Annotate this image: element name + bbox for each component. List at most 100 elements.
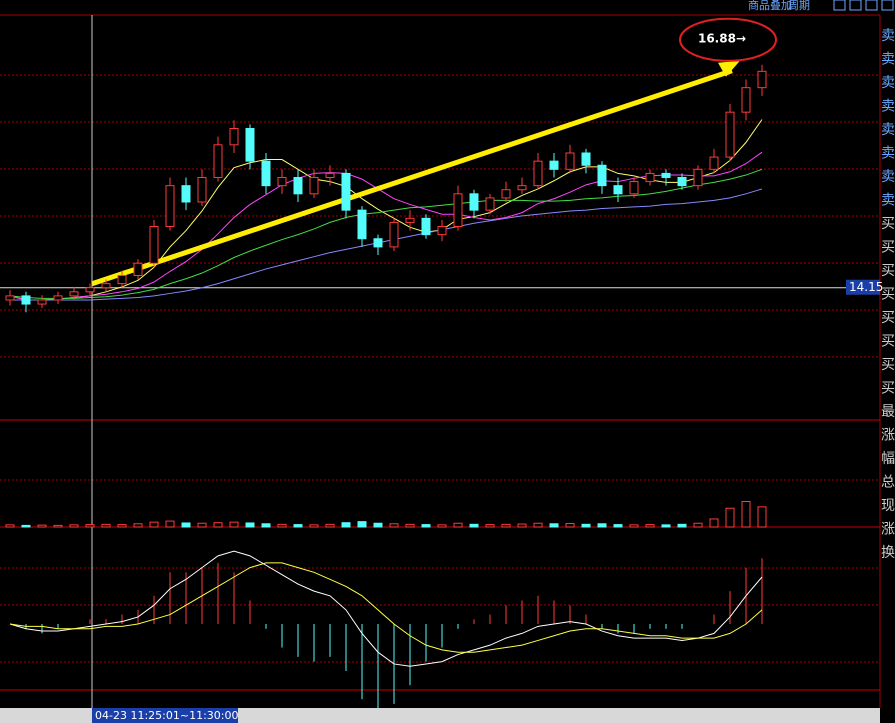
candle-body	[517, 185, 527, 191]
candle-body	[133, 262, 143, 276]
candle-body	[469, 193, 479, 211]
sidebar-label: 买	[881, 334, 895, 350]
volume-bar	[133, 523, 143, 528]
candle-body	[485, 197, 495, 211]
sidebar-label: 卖	[881, 52, 895, 68]
volume-bar	[533, 522, 543, 528]
price-label: 14.15	[849, 280, 883, 294]
sidebar-label: 涨	[881, 522, 895, 538]
volume-bar	[741, 501, 751, 528]
candle-body	[213, 144, 223, 178]
candle-body	[549, 160, 559, 170]
sidebar-label: 换	[881, 544, 895, 561]
volume-bar	[613, 524, 623, 528]
candle-body	[405, 217, 415, 223]
volume-bar	[5, 524, 15, 528]
candle-body	[261, 160, 271, 187]
trend-arrow	[91, 68, 733, 287]
volume-bar	[325, 523, 335, 528]
candle-body	[613, 185, 623, 195]
candle-body	[741, 87, 751, 113]
overlay-button[interactable]: 商品叠加	[748, 0, 792, 12]
candle-body	[309, 176, 319, 195]
volume-bar	[261, 523, 271, 528]
window-button[interactable]	[833, 0, 846, 11]
volume-bar	[725, 507, 735, 528]
candle-body	[341, 172, 351, 211]
volume-bar	[293, 524, 303, 528]
volume-bar	[677, 523, 687, 528]
volume-bar	[37, 524, 47, 528]
volume-bar	[85, 524, 95, 528]
candle-body	[453, 193, 463, 227]
moving-average	[9, 168, 763, 299]
volume-bar	[581, 523, 591, 528]
volume-bar	[357, 521, 367, 528]
volume-bar	[693, 522, 703, 528]
sidebar-label: 幅	[881, 451, 895, 467]
candle-body	[597, 164, 607, 187]
volume-bar	[341, 522, 351, 528]
sidebar-label: 总	[881, 475, 895, 491]
time-label: 04-23 11:25:01~11:30:00	[95, 709, 238, 722]
volume-bar	[213, 522, 223, 528]
volume-bar	[565, 523, 575, 528]
candle-body	[357, 209, 367, 240]
candle-body	[645, 172, 655, 183]
moving-average	[9, 151, 763, 301]
candle-body	[757, 70, 767, 89]
sidebar-label: 买	[881, 357, 895, 373]
candle-body	[661, 172, 671, 178]
candle-body	[501, 189, 511, 199]
sidebar-label: 卖	[881, 146, 895, 162]
volume-bar	[69, 524, 79, 528]
volume-bar	[181, 522, 191, 528]
candle-body	[37, 299, 47, 305]
sidebar-label: 买	[881, 381, 895, 397]
volume-bar	[437, 524, 447, 528]
sidebar-label: 卖	[881, 193, 895, 209]
plot: 14.15 16.88→	[0, 17, 883, 709]
volume-bar	[757, 506, 767, 528]
period-button[interactable]: 周期	[788, 0, 810, 12]
candle-body	[101, 283, 111, 289]
arrow-head	[718, 60, 740, 77]
candle-body	[293, 176, 303, 195]
moving-average	[10, 188, 763, 301]
volume-bar	[645, 524, 655, 528]
volume-bar	[277, 523, 287, 528]
window-button[interactable]	[849, 0, 862, 11]
candle-body	[245, 127, 255, 162]
volume-bar	[53, 524, 63, 528]
annotation: 16.88→	[698, 31, 746, 45]
volume-bar	[453, 522, 463, 528]
window-button[interactable]	[881, 0, 894, 11]
macd-dea	[9, 562, 763, 653]
candle-body	[693, 168, 703, 187]
volume-bar	[101, 523, 111, 528]
candle-body	[149, 225, 159, 264]
volume-bar	[421, 524, 431, 528]
candle-body	[533, 160, 543, 187]
sidebar-label: 买	[881, 310, 895, 326]
candle-body	[581, 152, 591, 166]
volume-bar	[501, 523, 511, 528]
sidebar-label: 买	[881, 263, 895, 279]
sidebar-label: 卖	[881, 99, 895, 115]
candle-body	[117, 274, 127, 285]
sidebar-label: 买	[881, 240, 895, 256]
volume-bar	[165, 520, 175, 528]
sidebar-label: 买	[881, 216, 895, 232]
candle-body	[389, 221, 399, 248]
moving-average	[9, 119, 763, 301]
window-button[interactable]	[865, 0, 878, 11]
volume-bar	[549, 523, 559, 528]
price-box	[846, 279, 880, 295]
sidebar-label: 现	[881, 498, 895, 514]
candle-body	[373, 238, 383, 248]
volume-bar	[389, 523, 399, 528]
